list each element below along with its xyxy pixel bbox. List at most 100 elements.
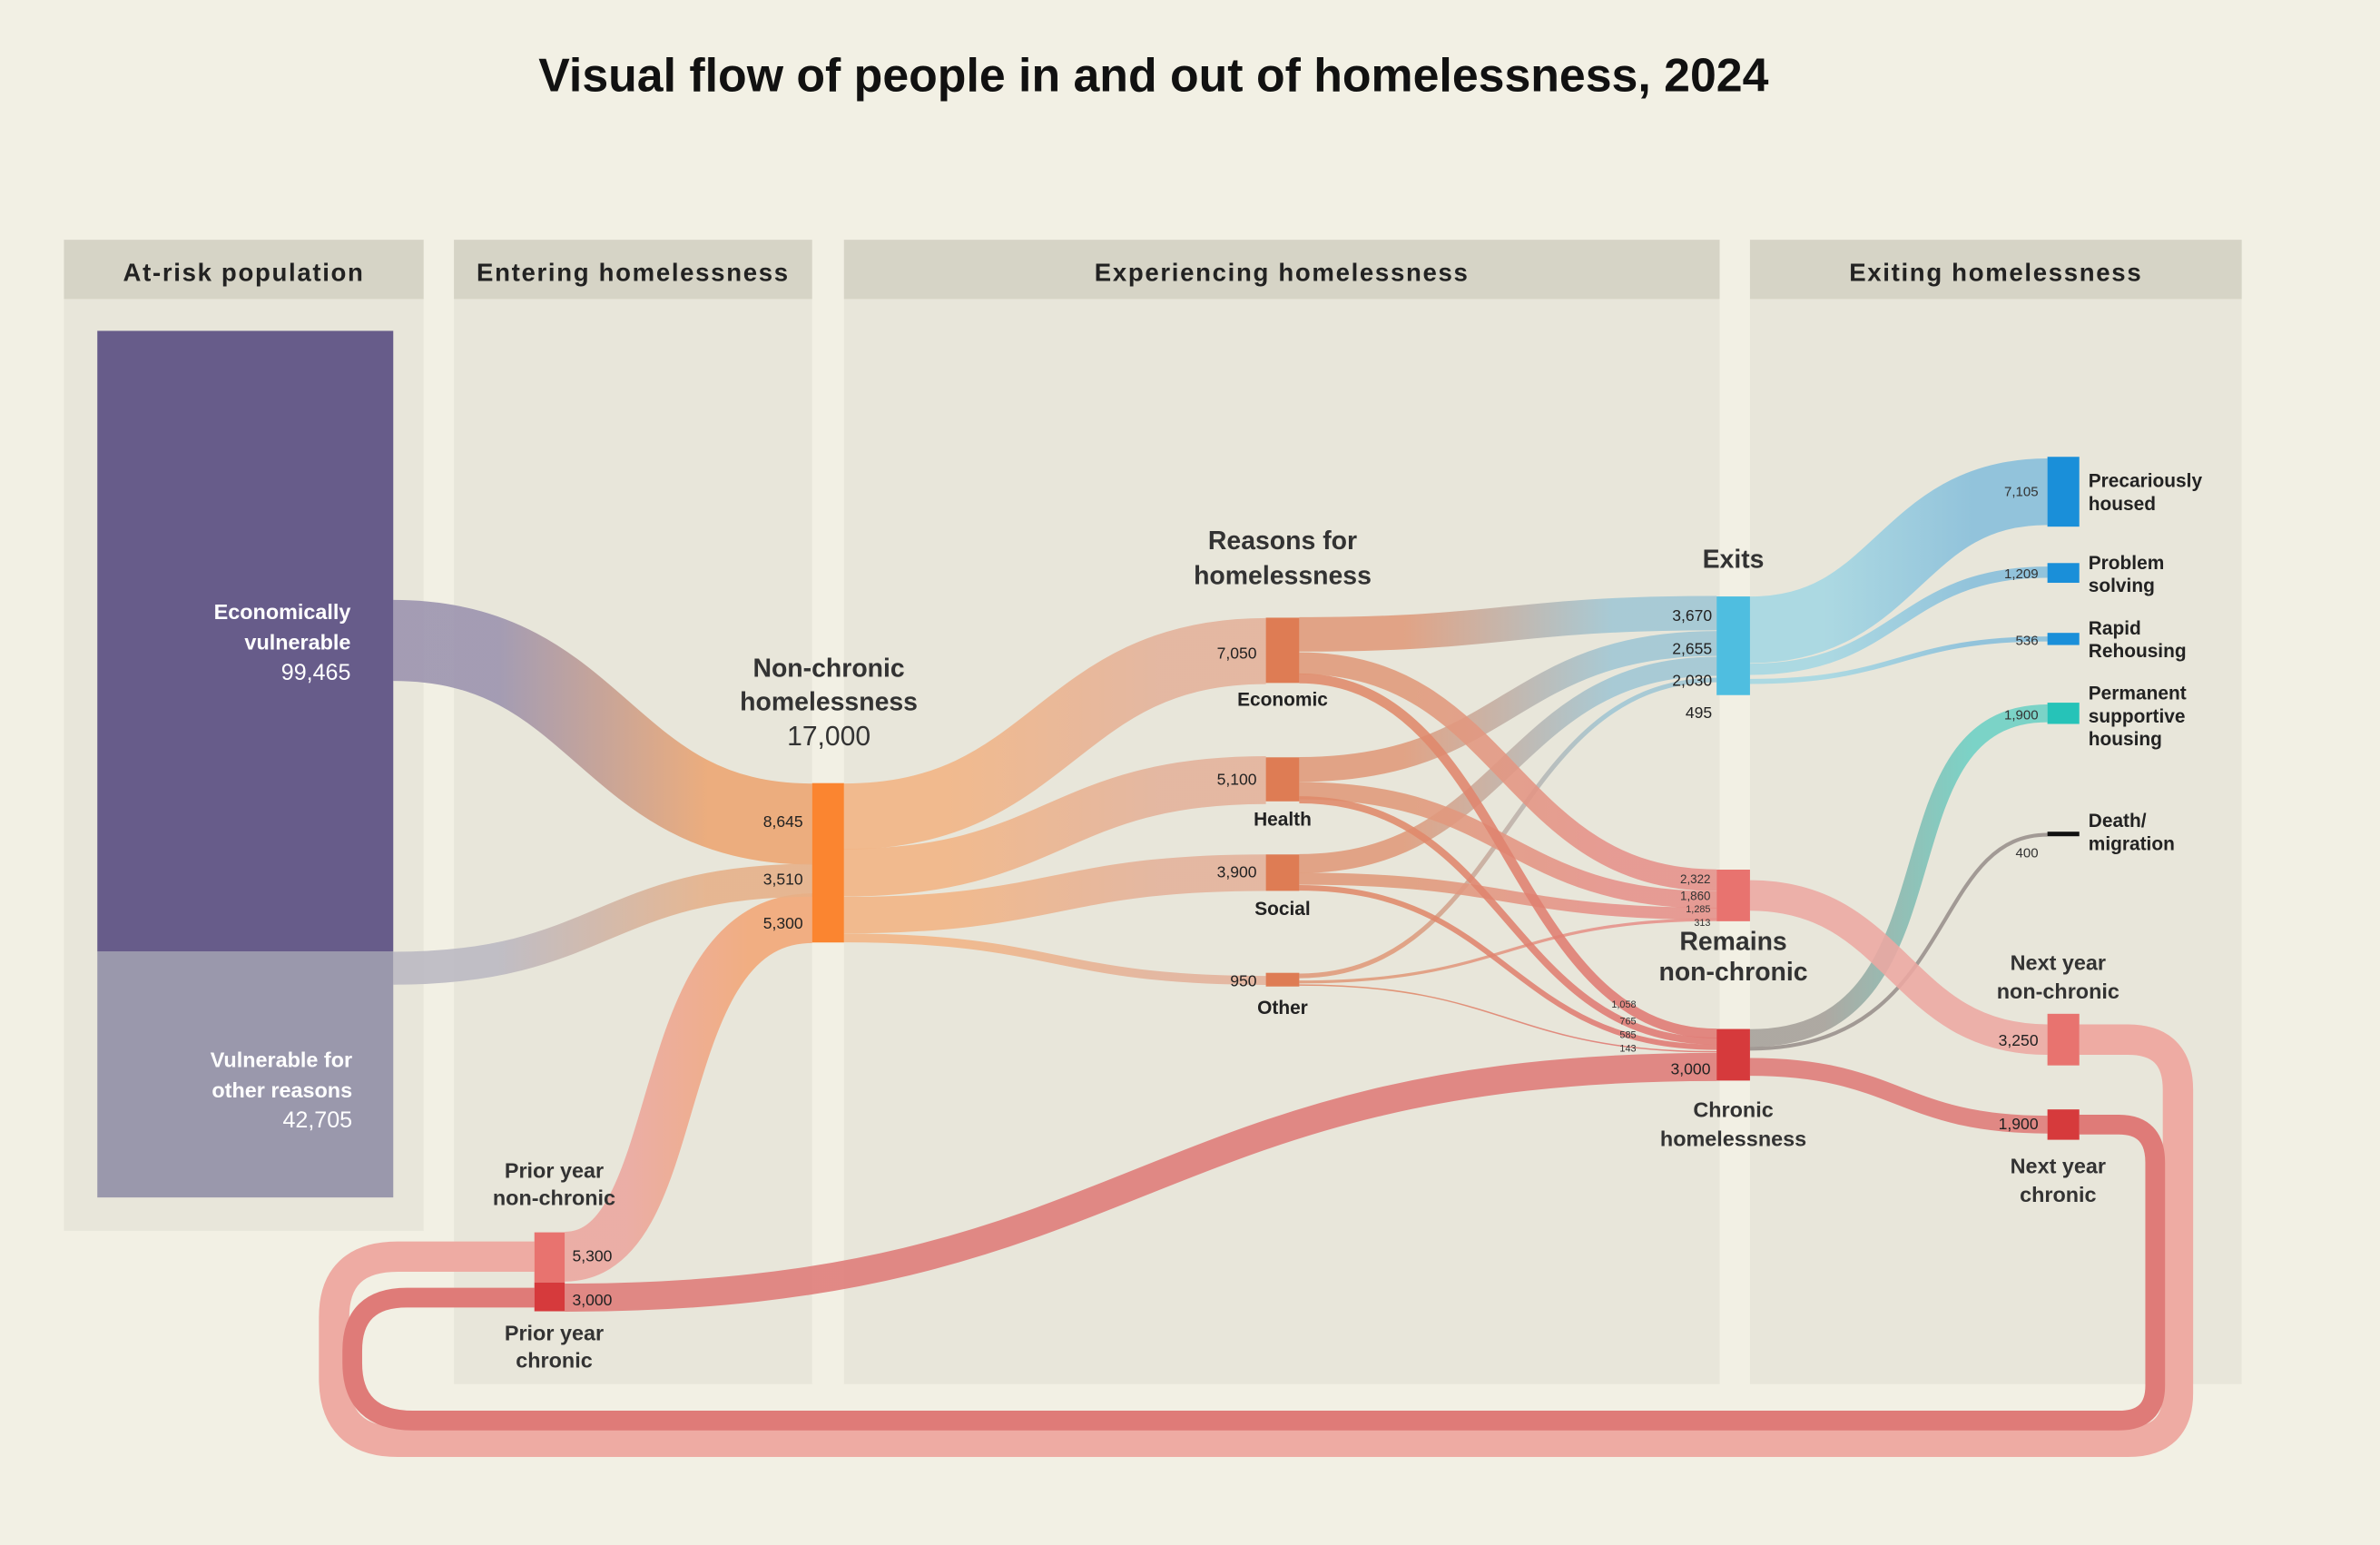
node-label-psh: supportive	[2089, 706, 2186, 727]
flow-nodes	[97, 330, 2080, 1312]
link-label: 5,300	[573, 1246, 613, 1265]
node-label-ov: other reasons	[211, 1078, 352, 1102]
link-exits-to-problem	[1749, 566, 2048, 675]
flow-links	[319, 458, 2194, 1458]
link-label: 313	[1694, 918, 1710, 929]
node-nyn	[2047, 1013, 2080, 1066]
node-label-death: migration	[2089, 833, 2175, 854]
link-label: 1,058	[1611, 999, 1636, 1010]
node-social	[1265, 854, 1300, 891]
node-value-other: 950	[1230, 972, 1257, 990]
link-other-to-exits	[1299, 677, 1717, 979]
link-ev-to-nc	[392, 599, 813, 865]
node-label-rapid: Rehousing	[2089, 641, 2187, 662]
node-health	[1265, 757, 1300, 802]
link-label: 3,510	[763, 871, 803, 889]
link-label: 1,900	[1999, 1115, 2039, 1133]
reasons-group-label: Reasons for	[1208, 526, 1357, 556]
link-label: 3,000	[573, 1291, 613, 1309]
link-label: 2,030	[1672, 672, 1712, 690]
link-health-to-exits	[1299, 631, 1717, 782]
node-psh	[2047, 703, 2080, 724]
node-nc	[811, 782, 844, 943]
link-health-to-remains	[1299, 782, 1717, 910]
link-nc-to-social	[843, 854, 1266, 934]
link-label: 1,209	[2004, 566, 2039, 582]
node-precarious	[2047, 457, 2080, 527]
node-value-econ: 7,050	[1217, 645, 1257, 663]
panel-header: At-risk population	[123, 258, 365, 286]
node-label-pnc: Prior year	[505, 1158, 604, 1182]
link-label: 536	[2016, 634, 2039, 649]
link-chronic-to-death	[1749, 832, 2048, 1051]
link-ov-to-nc	[393, 863, 812, 985]
node-ev	[97, 330, 394, 952]
link-label: 1,860	[1680, 889, 1710, 902]
node-label-econ: Economic	[1237, 689, 1328, 710]
link-label: 2,655	[1672, 640, 1712, 658]
node-label-precarious: housed	[2089, 494, 2156, 515]
node-label-ev: vulnerable	[244, 631, 350, 654]
link-pc-to-chronic	[565, 1052, 1717, 1312]
link-exits-to-precarious	[1748, 458, 2049, 664]
node-label-nyn: Next year	[2011, 950, 2106, 974]
node-label-chronic: Chronic	[1693, 1098, 1773, 1122]
node-label-precarious: Precariously	[2089, 471, 2203, 492]
node-label-pc: chronic	[516, 1348, 592, 1372]
node-remains	[1716, 870, 1750, 921]
node-pc	[534, 1282, 565, 1312]
node-label-pnc: non-chronic	[493, 1186, 615, 1209]
node-label-psh: housing	[2089, 729, 2162, 750]
node-chronic	[1716, 1028, 1750, 1081]
node-label-ov: Vulnerable for	[211, 1048, 352, 1071]
link-exits-to-rapid	[1749, 636, 2048, 684]
link-label: 1,900	[2004, 707, 2039, 723]
node-exits	[1716, 596, 1750, 695]
link-social-to-chronic	[1299, 885, 1717, 1050]
link-label: 400	[2016, 846, 2039, 861]
node-value-chronic: 3,000	[1671, 1060, 1711, 1078]
link-label: 8,645	[763, 812, 803, 831]
link-remains-to-nyn	[1749, 880, 2048, 1056]
link-label: 7,105	[2004, 485, 2039, 500]
node-label-problem: Problem	[2089, 553, 2165, 574]
link-nyc-to-pc-loop	[342, 1115, 2166, 1431]
node-label-nyc: chronic	[2020, 1183, 2096, 1206]
link-label: 495	[1686, 704, 1713, 722]
node-label-rapid: Rapid	[2089, 618, 2141, 639]
node-label-remains: Remains	[1679, 928, 1786, 957]
reasons-group-label: homelessness	[1194, 562, 1372, 591]
link-health-to-chronic	[1299, 796, 1717, 1045]
link-label: 3,670	[1672, 606, 1712, 625]
node-value-ev: 99,465	[281, 660, 351, 685]
node-value-health: 5,100	[1217, 770, 1257, 788]
link-label: 2,322	[1680, 872, 1710, 886]
node-death	[2047, 832, 2080, 837]
link-nc-to-health	[843, 756, 1266, 897]
chart-title: Visual flow of people in and out of home…	[538, 48, 1768, 101]
link-label: 3,250	[1999, 1031, 2039, 1049]
link-label: 585	[1619, 1030, 1636, 1041]
node-label-nyc: Next year	[2011, 1154, 2106, 1177]
node-pnc	[534, 1232, 565, 1283]
node-label-exits: Exits	[1703, 545, 1765, 574]
node-rapid	[2047, 633, 2080, 645]
node-label-health: Health	[1254, 810, 1312, 831]
node-label-remains: non-chronic	[1658, 958, 1807, 987]
panel-header: Entering homelessness	[477, 258, 790, 286]
node-other	[1265, 972, 1300, 987]
link-nc-to-econ	[843, 617, 1267, 850]
link-other-to-remains	[1299, 918, 1717, 984]
link-econ-to-remains	[1299, 652, 1717, 891]
link-pnc-to-nc	[562, 893, 814, 1282]
link-chronic-to-nyc	[1749, 1058, 2048, 1134]
node-econ	[1265, 617, 1300, 684]
node-label-nyn: non-chronic	[1997, 979, 2119, 1003]
link-social-to-remains	[1299, 872, 1717, 920]
node-label-other: Other	[1257, 998, 1308, 1019]
panel-header: Exiting homelessness	[1849, 258, 2142, 286]
link-labels: 8,645 3,510 5,300 5,300 3,000 3,670 2,65…	[573, 485, 2039, 1309]
link-label: 5,300	[763, 914, 803, 932]
node-problem	[2047, 563, 2080, 584]
link-econ-to-exits	[1299, 595, 1717, 652]
